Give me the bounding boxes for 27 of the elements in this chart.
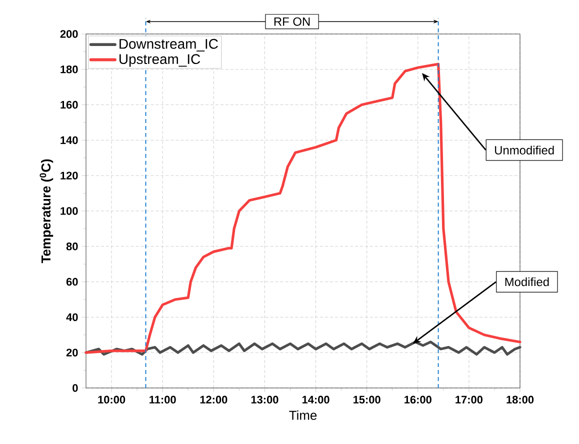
y-tick-label: 80 [66, 242, 78, 250]
y-tick-label: 40 [66, 313, 78, 322]
text: RF ON [274, 17, 310, 26]
y-tick-label: 120 [60, 172, 78, 180]
y-tick-label: 180 [60, 66, 78, 74]
annotation: Modified [505, 277, 549, 286]
y-tick-label: 60 [66, 278, 78, 286]
x-tick-label: 18:00 [506, 396, 534, 404]
x-tick-label: 12:00 [200, 396, 228, 404]
annotation: Unmodified [495, 146, 554, 154]
legend-label: Upstream_IC [120, 54, 200, 67]
y-axis-title: Temperature ($^{0}$C) [40, 159, 54, 264]
x-tick-label: 16:00 [404, 396, 432, 404]
y-tick-label: 100 [60, 207, 78, 215]
x-tick-label: 13:00 [251, 396, 278, 404]
x-tick-label: 15:00 [354, 396, 380, 404]
x-tick-label: 11:00 [150, 396, 176, 404]
y-tick-label: 140 [60, 136, 78, 144]
legend-label: Downstream_IC [120, 38, 218, 52]
x-axis-title: Time [289, 410, 317, 420]
y-tick-label: 160 [60, 100, 78, 109]
x-tick-label: 17:00 [456, 396, 482, 404]
x-tick-label: 14:00 [302, 396, 330, 404]
y-tick-label: 20 [66, 348, 78, 356]
x-tick-label: 10:00 [98, 396, 126, 404]
y-tick-label: 200 [60, 30, 78, 38]
y-tick-label: 0 [72, 384, 78, 392]
